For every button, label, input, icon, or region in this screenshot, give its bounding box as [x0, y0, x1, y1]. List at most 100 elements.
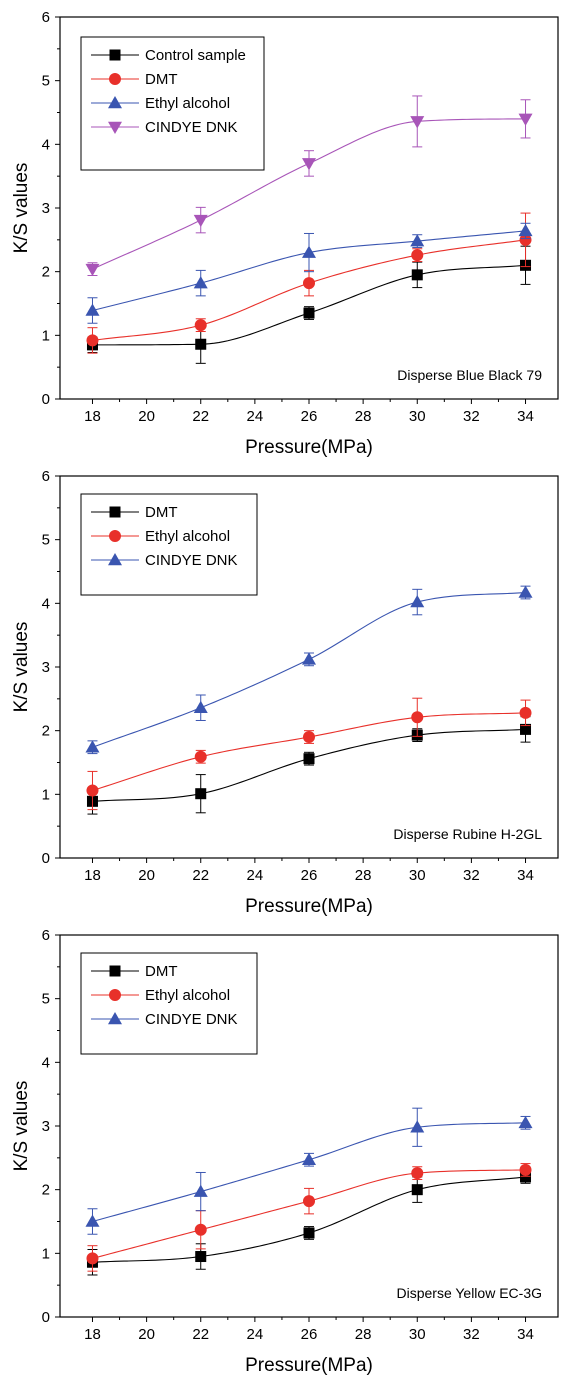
data-point	[411, 1184, 423, 1196]
dye-annotation: Disperse Blue Black 79	[397, 367, 542, 383]
data-point	[86, 334, 99, 347]
legend-label: CINDYE DNK	[145, 552, 238, 569]
y-tick-label: 3	[42, 200, 50, 217]
data-point	[411, 1167, 424, 1180]
data-point	[410, 116, 425, 129]
y-tick-label: 3	[42, 1118, 50, 1135]
x-tick-label: 34	[517, 867, 534, 884]
y-tick-label: 0	[42, 850, 50, 867]
legend-marker	[109, 989, 121, 1001]
data-point	[303, 1195, 315, 1208]
series-3	[85, 1107, 533, 1235]
x-tick-label: 30	[409, 867, 426, 884]
x-tick-label: 30	[409, 1326, 426, 1343]
y-axis-title: K/S values	[11, 163, 32, 254]
y-tick-label: 1	[42, 1245, 50, 1262]
data-point	[86, 1252, 99, 1265]
data-point	[193, 214, 208, 228]
x-tick-label: 26	[301, 408, 318, 425]
series-1	[86, 1170, 532, 1276]
data-point	[302, 245, 316, 258]
data-point	[193, 1184, 208, 1197]
x-tick-label: 20	[138, 867, 155, 884]
y-tick-label: 3	[42, 659, 50, 676]
x-tick-label: 30	[409, 408, 426, 425]
data-point	[411, 249, 424, 262]
legend-marker	[109, 530, 121, 542]
legend: Control sample DMT Ethyl alcohol CINDYE DNK	[80, 36, 265, 171]
x-tick-label: 18	[84, 867, 101, 884]
data-point	[85, 740, 100, 753]
x-axis-title: Pressure(MPa)	[245, 437, 373, 458]
x-axis-title: Pressure(MPa)	[245, 896, 373, 917]
y-tick-label: 5	[42, 991, 50, 1008]
y-tick-label: 2	[42, 264, 50, 281]
y-tick-label: 4	[42, 595, 50, 612]
y-tick-label: 0	[42, 1309, 50, 1326]
series-3	[85, 585, 533, 755]
x-tick-label: 34	[517, 1326, 534, 1343]
x-tick-label: 26	[301, 1326, 318, 1343]
x-tick-label: 18	[84, 408, 101, 425]
x-tick-label: 24	[247, 408, 264, 425]
y-tick-label: 1	[42, 327, 50, 344]
x-tick-label: 18	[84, 1326, 101, 1343]
data-point	[520, 723, 532, 735]
legend: DMT Ethyl alcohol CINDYE DNK	[80, 493, 258, 596]
series-2	[86, 1163, 532, 1272]
data-point	[303, 307, 315, 319]
data-point	[411, 711, 424, 724]
data-point	[195, 338, 207, 350]
legend-marker	[108, 96, 122, 109]
legend-marker	[109, 49, 121, 61]
legend-label: DMT	[145, 504, 178, 521]
y-axis-title: K/S values	[11, 622, 32, 713]
series-line	[92, 591, 526, 748]
data-point	[195, 788, 207, 800]
y-tick-label: 2	[42, 723, 50, 740]
chart-panel-3: 18 20 22 24 26 28 30 32 340123456Pressure(MPa)K/…	[11, 927, 559, 1375]
data-point	[86, 784, 99, 797]
y-tick-label: 0	[42, 391, 50, 408]
data-point	[520, 1171, 532, 1183]
x-tick-label: 26	[301, 867, 318, 884]
y-tick-label: 1	[42, 786, 50, 803]
y-tick-label: 5	[42, 532, 50, 549]
data-point	[303, 1227, 315, 1239]
y-tick-label: 2	[42, 1182, 50, 1199]
y-tick-label: 4	[42, 136, 50, 153]
legend-label: DMT	[145, 71, 178, 88]
legend-marker	[109, 73, 121, 85]
data-point	[302, 158, 316, 171]
data-point	[194, 750, 207, 763]
data-point	[410, 234, 425, 247]
y-tick-label: 6	[42, 9, 50, 26]
y-tick-label: 6	[42, 468, 50, 485]
data-point	[410, 1120, 425, 1133]
data-point	[194, 1223, 207, 1236]
series-2	[86, 212, 532, 354]
data-point	[518, 585, 533, 598]
dye-annotation: Disperse Rubine H-2GL	[393, 826, 542, 842]
legend: DMT Ethyl alcohol CINDYE DNK	[80, 952, 258, 1055]
series-3	[85, 222, 533, 324]
series-2	[86, 697, 532, 811]
legend-marker	[108, 1012, 122, 1025]
x-tick-label: 22	[192, 408, 209, 425]
y-axis-title: K/S values	[11, 1081, 32, 1172]
data-point	[303, 753, 315, 765]
data-point	[302, 1152, 316, 1165]
data-point	[193, 700, 208, 713]
series-4	[85, 95, 533, 277]
legend-label: Ethyl alcohol	[145, 95, 230, 112]
data-point	[303, 731, 315, 744]
x-tick-label: 20	[138, 408, 155, 425]
x-tick-label: 32	[463, 867, 480, 884]
data-point	[519, 706, 532, 719]
x-tick-label: 20	[138, 1326, 155, 1343]
data-point	[518, 223, 533, 237]
chart-panel-1: 18 20 22 24 26 28 30 32 340123456Pressure(MPa)K/…	[11, 9, 559, 458]
x-tick-label: 28	[355, 408, 372, 425]
y-tick-label: 4	[42, 1054, 50, 1071]
